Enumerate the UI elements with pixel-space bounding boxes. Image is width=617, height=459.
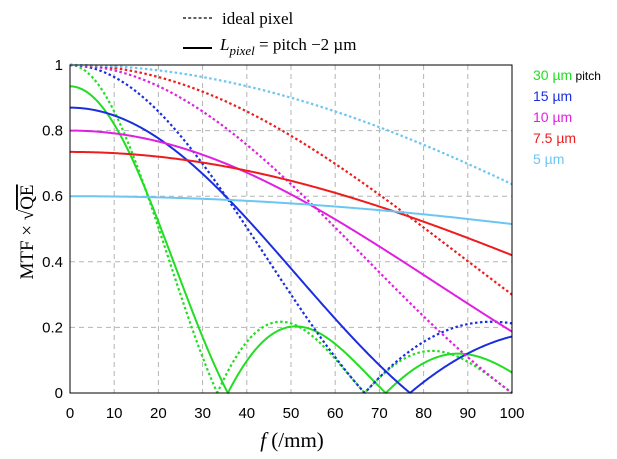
y-tick-label: 0.4 — [42, 254, 63, 271]
plot-frame — [69, 64, 513, 394]
y-tick-labels: 0 0.2 0.4 0.6 0.8 1 — [42, 57, 63, 402]
x-tick-labels: 0 10 20 30 40 50 60 70 80 90 100 — [66, 405, 525, 422]
mtf-curve-15um-dotted — [69, 63, 513, 394]
x-axis-label-italic: f — [260, 428, 269, 452]
x-tick-label: 100 — [499, 405, 524, 422]
mtf-curve-5um-dotted — [70, 63, 513, 186]
x-tick-label: 20 — [150, 405, 167, 422]
style-legend: ideal pixel Lpixel = pitch −2 µm — [183, 9, 356, 58]
x-tick-label: 10 — [106, 405, 123, 422]
mtf-curves — [69, 63, 513, 395]
mtf-curve-10um-solid — [70, 129, 513, 333]
x-tick-label: 40 — [238, 405, 255, 422]
x-tick-label: 90 — [459, 405, 476, 422]
legend-item-15um: 15 µm — [533, 88, 572, 104]
x-tick-label: 0 — [66, 405, 74, 422]
y-tick-label: 1 — [55, 57, 63, 74]
x-axis-label: f (/mm) — [260, 428, 324, 452]
mtf-curve-30um-solid — [69, 85, 513, 395]
x-tick-label: 80 — [415, 405, 432, 422]
legend-ideal-pixel: ideal pixel — [222, 9, 294, 28]
y-tick-label: 0.2 — [42, 319, 63, 336]
y-tick-label: 0.6 — [42, 188, 63, 205]
legend-item-30um-value: 30 µm — [533, 67, 572, 83]
legend-aperture-pixel: Lpixel = pitch −2 µm — [219, 35, 356, 58]
legend-l-subscript: pixel — [228, 43, 255, 58]
legend-item-10um: 10 µm — [533, 109, 572, 125]
x-tick-label: 30 — [194, 405, 211, 422]
y-tick-label: 0 — [55, 385, 63, 402]
x-tick-label: 50 — [283, 405, 300, 422]
y-axis-label: MTF × √QE — [17, 184, 38, 279]
mtf-curve-10um-dotted — [70, 63, 513, 394]
mtf-curve-15um-solid — [70, 106, 513, 394]
y-tick-label: 0.8 — [42, 123, 63, 140]
legend-l-symbol: L — [219, 35, 229, 54]
y-axis-label-qe: QE — [17, 184, 38, 209]
mtf-curve-5um-solid — [70, 195, 513, 226]
series-legend: 30 µm pitch 15 µm 10 µm 7.5 µm 5 µm — [533, 67, 601, 167]
y-axis-label-main: MTF × — [17, 220, 38, 279]
x-tick-label: 70 — [371, 405, 388, 422]
legend-item-7-5um: 7.5 µm — [533, 130, 576, 146]
legend-item-30um: 30 µm pitch — [533, 67, 601, 83]
x-axis-label-rest: (/mm) — [266, 428, 324, 452]
y-axis-label-sqrt: √ — [17, 209, 38, 220]
legend-pitch-formula: = pitch −2 µm — [255, 35, 357, 54]
legend-item-30um-suffix: pitch — [572, 69, 601, 83]
mtf-curve-7-5um-solid — [70, 150, 513, 257]
x-tick-label: 60 — [327, 405, 344, 422]
legend-item-5um: 5 µm — [533, 151, 564, 167]
